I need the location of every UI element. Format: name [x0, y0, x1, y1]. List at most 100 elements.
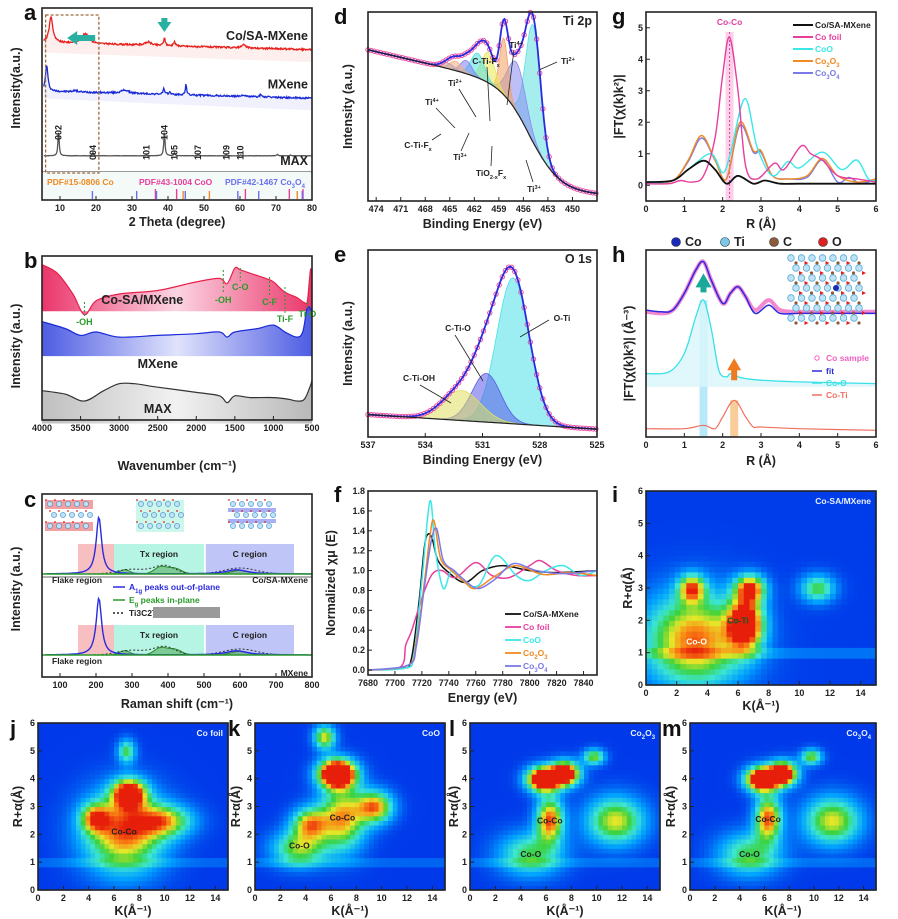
annotation-leader	[419, 384, 452, 404]
heatmap-cell	[350, 852, 356, 859]
heatmap-cell	[156, 834, 163, 840]
heatmap-cell	[190, 834, 196, 840]
heatmap-cell	[175, 769, 182, 775]
heatmap-cell	[166, 736, 172, 743]
heatmap-cell	[373, 787, 380, 794]
ti-atom	[850, 314, 858, 322]
ti-atom	[74, 523, 80, 529]
heatmap-cell	[264, 815, 270, 821]
heatmap-cell	[858, 528, 866, 535]
heatmap-cell	[90, 736, 96, 743]
heatmap-cell	[264, 755, 270, 761]
heatmap-cell	[255, 769, 261, 775]
series-line-CoO	[645, 97, 877, 185]
heatmap-cell	[274, 852, 280, 859]
heatmap-cell	[864, 561, 871, 568]
heatmap-cell	[66, 839, 72, 845]
heatmap-cell	[128, 750, 134, 756]
heatmap-cell	[47, 820, 53, 826]
heatmap-cell	[383, 862, 389, 868]
heatmap-cell	[171, 862, 177, 868]
heatmap-cell	[293, 727, 299, 733]
heatmap-cell	[378, 736, 384, 743]
component-label: Ti4+	[509, 40, 523, 50]
heatmap-cell	[853, 620, 860, 627]
heatmap-cell	[259, 829, 266, 835]
co-ti-highlight-band	[730, 400, 739, 437]
heatmap-cell	[426, 885, 432, 891]
ti-atom	[813, 264, 821, 272]
heatmap-cell	[743, 674, 751, 681]
heatmap-cell	[123, 843, 129, 849]
heatmap-cell	[218, 866, 224, 872]
heatmap-cell	[104, 797, 110, 803]
heatmap-cell	[156, 769, 163, 775]
heatmap-cell	[340, 852, 346, 859]
heatmap-cell	[204, 866, 210, 872]
heatmap-cell	[104, 811, 110, 817]
heatmap-cell	[766, 668, 774, 675]
heatmap-cell	[180, 815, 186, 821]
heatmap-cell	[264, 843, 270, 849]
heatmap-cell	[204, 764, 210, 770]
heatmap-cell	[199, 852, 205, 859]
heatmap-cell	[383, 750, 389, 756]
heatmap-cell	[293, 880, 299, 886]
heatmap-cell	[388, 792, 394, 798]
heatmap-cell	[651, 631, 659, 638]
heatmap-cell	[269, 806, 275, 812]
heatmap-cell	[335, 843, 342, 849]
heatmap-cell	[720, 582, 728, 589]
panel-i-xtick-label: 2	[674, 688, 679, 698]
heatmap-cell	[283, 778, 289, 784]
heatmap-cell	[732, 631, 739, 638]
heatmap-cell	[213, 880, 220, 886]
heatmap-cell	[128, 848, 134, 854]
heatmap-cell	[340, 815, 346, 821]
heatmap-cell	[369, 750, 375, 756]
heatmap-cell	[789, 614, 797, 621]
heatmap-cell	[297, 764, 304, 770]
heatmap-cell	[674, 668, 682, 675]
heatmap-cell	[697, 636, 705, 643]
heatmap-cell	[761, 658, 768, 665]
heatmap-cell	[421, 746, 427, 752]
heatmap-cell	[795, 631, 802, 638]
heatmap-cell	[411, 723, 418, 729]
heatmap-cell	[720, 588, 728, 594]
panel-h-xtick-label: 4	[797, 440, 802, 450]
heatmap-cell	[166, 825, 172, 831]
heatmap-cell	[194, 736, 201, 743]
heatmap-cell	[316, 723, 323, 729]
heatmap-cell	[407, 787, 413, 794]
heatmap-cell	[118, 848, 125, 854]
heatmap-cell	[870, 550, 877, 557]
heatmap-cell	[373, 825, 380, 831]
heatmap-cell	[114, 815, 120, 821]
heatmap-cell	[321, 769, 327, 775]
heatmap-cell	[359, 806, 365, 812]
heatmap-cell	[274, 815, 280, 821]
heatmap-cell	[766, 491, 774, 497]
heatmap-cell	[156, 866, 163, 872]
heatmap-cell	[749, 636, 756, 643]
heatmap-cell	[185, 829, 191, 835]
heatmap-cell	[66, 829, 72, 835]
heatmap-cell	[137, 741, 144, 747]
heatmap-cell	[801, 679, 808, 686]
heatmap-cell	[316, 829, 323, 835]
heatmap-cell	[95, 746, 101, 752]
heatmap-cell	[85, 769, 91, 775]
heatmap-cell	[335, 848, 342, 854]
heatmap-cell	[784, 679, 791, 686]
heatmap-cell	[180, 797, 186, 803]
heatmap-cell	[109, 746, 115, 752]
heatmap-cell	[411, 760, 418, 766]
heatmap-cell	[161, 871, 167, 877]
panel-g-xtick-label: 3	[758, 204, 763, 214]
ti-atom	[248, 501, 254, 507]
panel-e-xtick-label: 531	[475, 440, 490, 450]
heatmap-cell	[90, 806, 96, 812]
heatmap-cell	[297, 801, 304, 808]
heatmap-cell	[778, 496, 785, 503]
